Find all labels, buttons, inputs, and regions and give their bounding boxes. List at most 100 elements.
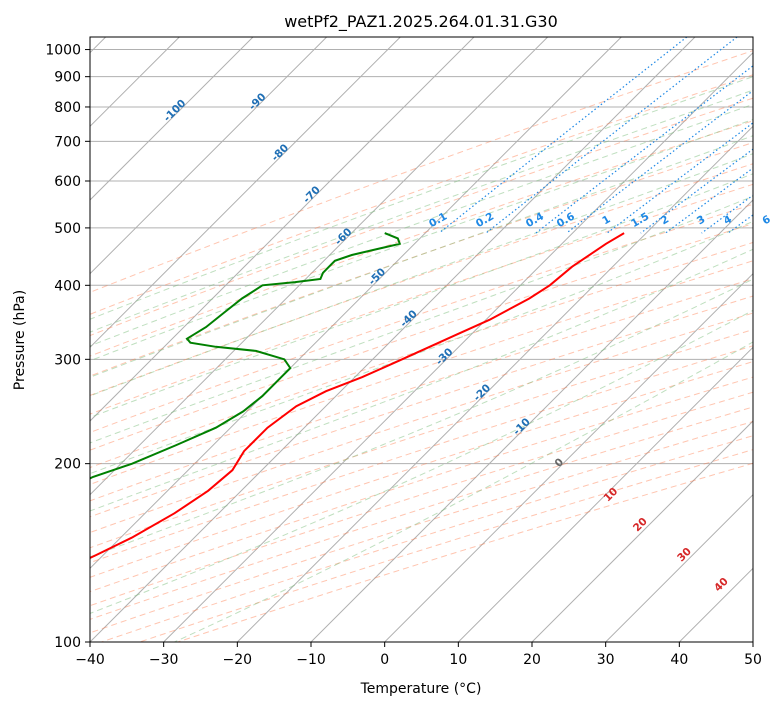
moist-adiabat-line [90,153,753,397]
mixing-ratio-label: 1 [600,213,612,227]
temperature-profile-line [90,232,625,560]
dry-adiabat-line [90,278,753,502]
dry-adiabat-line [90,203,753,433]
isotherm-line [90,37,328,275]
dry-adiabat-line [90,312,753,534]
x-tick-label: −40 [75,652,105,668]
moist-adiabat-line [90,89,753,333]
isotherm-line [236,125,753,642]
x-tick-label: 20 [523,652,541,668]
moist-adiabat-line [90,220,753,475]
isotherm-line [605,493,753,642]
y-tick-label: 400 [54,278,81,294]
mixing-ratio-line [767,37,775,233]
wet-bulb-label: 0 [553,456,567,470]
x-tick-label: 30 [597,652,615,668]
isotherm-line [678,567,753,642]
dry-adiabat-line [90,241,753,469]
isotherm-line [752,641,753,642]
x-tick-label: −30 [149,652,179,668]
wet-bulb-label: 30 [675,545,694,564]
y-tick-label: 700 [54,134,81,150]
isotherm-line [163,51,753,642]
plot-frame [89,36,754,643]
mixing-ratio-line [701,194,753,234]
moist-adiabat-line [90,248,753,512]
dry-adiabat-line [101,435,753,642]
mixing-ratio-line [566,89,753,234]
y-tick-label: 100 [54,635,81,651]
mixing-ratio-line [535,65,753,234]
mixing-ratio-line [438,37,688,234]
mixing-ratio-label: 0.2 [474,210,496,230]
moist-adiabat-line [90,103,753,347]
chart-title: wetPf2_PAZ1.2025.264.01.31.G30 [284,12,558,32]
y-tick-label: 200 [54,457,81,473]
isotherm-line [90,37,696,642]
background-lines [90,37,775,642]
dry-adiabat-line [90,50,753,293]
isotherm-label: -100 [161,97,188,124]
axes: −40 −30 −20 −10 0 10 20 30 40 5010020030040050060… [45,43,762,668]
moist-adiabat-line [90,118,753,362]
dry-adiabat-line [90,391,753,607]
isotherm-line [531,420,753,642]
dry-adiabat-line [90,345,753,564]
isotherm-label: -50 [366,266,388,288]
isotherm-line [90,37,254,201]
isotherm-line [457,346,753,642]
moist-adiabat-line [90,135,753,378]
mixing-ratio-label: 2 [659,213,671,227]
mixing-ratio-label: 3 [695,213,707,227]
moist-adiabat-line [90,195,753,444]
line-labels: 0.10.20.40.611.52346810131620253036-100-… [161,91,772,594]
isotherm-label: -90 [247,91,269,113]
moist-adiabat-line [90,309,753,614]
isotherm-label: -40 [398,308,420,330]
y-tick-label: 900 [54,70,81,86]
y-axis-label: Pressure (hPa) [12,290,28,390]
mixing-ratio-label: 6 [760,213,772,227]
wet-bulb-label: 20 [631,515,650,534]
moist-adiabat-line [90,76,753,320]
isotherm-label: -70 [301,184,323,206]
isotherm-line [384,272,753,642]
dry-adiabat-line [90,329,753,549]
x-tick-label: 40 [670,652,688,668]
mixing-ratio-label: 0.6 [555,210,577,230]
dry-adiabat-line [90,361,753,578]
x-tick-label: −10 [296,652,326,668]
mixing-ratio-line [665,167,753,234]
y-tick-label: 600 [54,174,81,190]
profile-lines [90,232,625,560]
dry-adiabat-line [90,97,753,337]
dry-adiabat-line [90,260,753,485]
x-tick-label: 10 [449,652,467,668]
isotherm-line [310,199,753,642]
isotherm-label: -80 [269,142,291,164]
dry-adiabat-line [90,295,753,518]
x-tick-label: 50 [744,652,762,668]
y-tick-label: 1000 [45,43,81,59]
moist-adiabat-line [90,278,753,558]
isotherm-line [90,37,622,570]
x-tick-label: −20 [223,652,253,668]
y-tick-label: 500 [54,221,81,237]
x-tick-label: 0 [380,652,389,668]
dewpoint-profile-line [90,232,402,480]
isotherm-label: -10 [511,416,533,438]
wet-bulb-label: 10 [601,485,620,504]
y-tick-label: 300 [54,352,81,368]
wet-bulb-label: 40 [712,575,731,594]
isotherm-line [90,37,549,496]
isotherm-line [90,37,475,422]
isotherm-label: -30 [434,346,456,368]
dry-adiabat-line [90,376,753,593]
dry-adiabat-line [90,183,753,415]
dry-adiabat-line [90,142,753,377]
x-axis-label: Temperature (°C) [360,681,482,697]
dry-adiabat-line [90,223,753,451]
isotherm-label: -60 [333,226,355,248]
y-tick-label: 800 [54,100,81,116]
